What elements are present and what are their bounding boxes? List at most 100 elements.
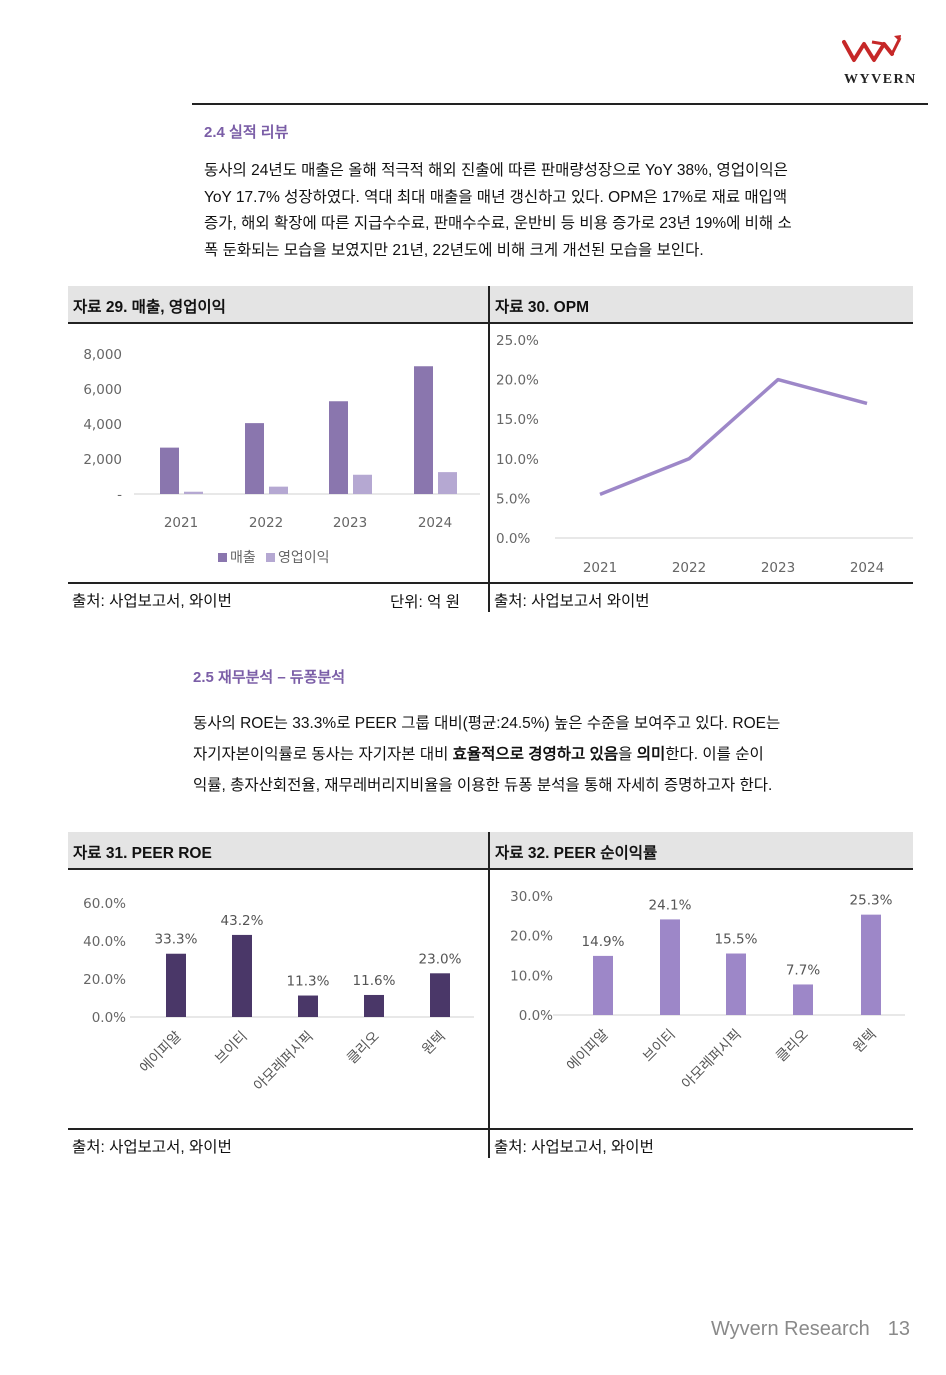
- bar-operating-profit: [269, 486, 288, 494]
- bar-sales: [160, 447, 179, 494]
- x-tick-label: 2022: [249, 515, 283, 531]
- y-tick-label: -: [117, 487, 122, 503]
- panel-29-unit: 단위: 억 원: [390, 594, 460, 611]
- y-tick-label: 0.0%: [92, 1010, 126, 1026]
- data-label: 7.7%: [786, 962, 820, 978]
- bar: [430, 973, 450, 1017]
- company-logo: WYVERN: [842, 34, 932, 94]
- footer-label: Wyvern Research: [710, 1318, 870, 1340]
- data-label: 11.3%: [287, 974, 330, 990]
- data-label: 14.9%: [582, 934, 625, 950]
- paragraph-line: 증가, 해외 확장에 따른 지급수수료, 판매수수료, 운반비 등 비용 증가로…: [204, 215, 792, 232]
- x-tick-label: 아모레퍼시픽: [679, 1027, 745, 1093]
- sales-op-chart: - 2,000 4,000 6,000 8,000 2021 2022 2023 2024 매출 영…: [83, 347, 480, 566]
- panel-30-source: 출처: 사업보고서 와이번: [494, 593, 650, 610]
- panel-29-title: 자료 29. 매출, 영업이익: [73, 299, 226, 316]
- panel-32-source: 출처: 사업보고서, 와이번: [494, 1139, 654, 1156]
- y-tick-label: 15.0%: [496, 412, 539, 428]
- y-tick-label: 6,000: [83, 382, 122, 398]
- legend-swatch-sales: [218, 553, 227, 562]
- bar: [726, 953, 746, 1015]
- paragraph-line: 동사의 ROE는 33.3%로 PEER 그룹 대비(평균:24.5%) 높은 …: [193, 715, 781, 732]
- data-label: 15.5%: [715, 932, 758, 948]
- section-2-5-text: 동사의 ROE는 33.3%로 PEER 그룹 대비(평균:24.5%) 높은 …: [193, 708, 913, 801]
- y-tick-label: 20.0%: [83, 972, 126, 988]
- bold-text: 효율적으로 경영하고 있음: [452, 746, 619, 763]
- x-tick-label: 클리오: [773, 1026, 812, 1065]
- bar-sales: [414, 366, 433, 494]
- x-tick-label: 2022: [672, 560, 706, 576]
- panel-bottom-rule: [68, 582, 913, 584]
- y-tick-label: 10.0%: [496, 452, 539, 468]
- y-tick-label: 8,000: [83, 347, 122, 363]
- data-label: 33.3%: [155, 932, 198, 948]
- text-run: 을: [618, 746, 637, 763]
- x-tick-label: 에이피알: [137, 1028, 185, 1076]
- x-tick-label: 브이티: [640, 1027, 679, 1066]
- bar: [232, 934, 252, 1017]
- bar-operating-profit: [184, 491, 203, 494]
- bar-operating-profit: [438, 472, 457, 494]
- panel-31-source: 출처: 사업보고서, 와이번: [72, 1139, 232, 1156]
- section-2-4-text: 동사의 24년도 매출은 올해 적극적 해외 진출에 따른 판매량성장으로 Yo…: [204, 158, 914, 264]
- x-tick-label: 아모레퍼시픽: [251, 1029, 317, 1095]
- panel-header-row-2: 자료 31. PEER ROE 자료 32. PEER 순이익률: [68, 832, 913, 870]
- y-tick-label: 4,000: [83, 417, 122, 433]
- peer-npm-chart: 0.0% 10.0% 20.0% 30.0% 14.9% 에이피알 24.1% 브이티 15.5…: [510, 889, 905, 1093]
- panel-bottom-rule: [68, 1128, 913, 1130]
- y-tick-label: 60.0%: [83, 896, 126, 912]
- bar: [861, 914, 881, 1015]
- y-tick-label: 5.0%: [496, 491, 530, 507]
- header-rule: [192, 103, 928, 105]
- data-label: 11.6%: [353, 973, 396, 989]
- x-tick-label: 에이피알: [564, 1026, 612, 1074]
- y-tick-label: 20.0%: [510, 929, 553, 945]
- legend-label-op: 영업이익: [278, 550, 330, 566]
- paragraph-line: 익률, 총자산회전율, 재무레버리지비율을 이용한 듀퐁 분석을 통해 자세히 …: [193, 777, 773, 794]
- panel-32-title: 자료 32. PEER 순이익률: [495, 845, 658, 862]
- panel-29-source: 출처: 사업보고서, 와이번: [72, 593, 232, 610]
- wyvern-logo-icon: [842, 35, 902, 62]
- x-tick-label: 2021: [583, 560, 617, 576]
- x-tick-label: 2021: [164, 515, 198, 531]
- bar-sales: [245, 423, 264, 494]
- bar: [593, 955, 613, 1015]
- panel-divider: [488, 286, 490, 612]
- page-number: 13: [887, 1318, 910, 1340]
- data-label: 43.2%: [221, 913, 264, 929]
- y-tick-label: 25.0%: [496, 333, 539, 349]
- y-tick-label: 10.0%: [510, 968, 553, 984]
- y-tick-label: 40.0%: [83, 934, 126, 950]
- panel-30-title: 자료 30. OPM: [495, 299, 589, 316]
- x-tick-label: 2024: [850, 560, 884, 576]
- section-title-2-5: 2.5 재무분석 – 듀퐁분석: [193, 669, 346, 686]
- x-tick-label: 브이티: [212, 1029, 251, 1068]
- bar-sales: [329, 401, 348, 494]
- y-tick-label: 20.0%: [496, 373, 539, 389]
- bar: [793, 984, 813, 1015]
- y-tick-label: 30.0%: [510, 889, 553, 905]
- bar: [660, 919, 680, 1015]
- bar-operating-profit: [353, 474, 372, 494]
- bold-text: 의미: [636, 746, 666, 763]
- y-tick-label: 0.0%: [519, 1008, 553, 1024]
- legend-label-sales: 매출: [230, 550, 256, 566]
- peer-roe-chart: 0.0% 20.0% 40.0% 60.0% 33.3% 에이피알 43.2% 브이티 11.3…: [83, 896, 474, 1095]
- x-tick-label: 2024: [418, 515, 452, 531]
- paragraph-line: YoY 17.7% 성장하였다. 역대 최대 매출을 매년 갱신하고 있다. O…: [204, 188, 788, 206]
- text-run: 자기자본이익률로 동사는 자기자본 대비: [193, 746, 453, 763]
- x-tick-label: 원텍: [419, 1029, 449, 1059]
- opm-line: [599, 377, 868, 497]
- data-label: 24.1%: [649, 897, 692, 913]
- panel-header-row-1: 자료 29. 매출, 영업이익 자료 30. OPM: [68, 286, 913, 324]
- brand-name: WYVERN: [844, 72, 917, 87]
- x-tick-label: 원텍: [850, 1027, 880, 1057]
- text-run: 한다. 이를 순이: [665, 746, 764, 763]
- panel-31-title: 자료 31. PEER ROE: [73, 845, 212, 862]
- bar: [166, 953, 186, 1017]
- opm-chart: 0.0% 5.0% 10.0% 15.0% 20.0% 25.0% 2021 2022 2023…: [496, 333, 913, 576]
- x-tick-label: 2023: [333, 515, 367, 531]
- bar: [298, 995, 318, 1017]
- bar: [364, 994, 384, 1017]
- section-title-2-4: 2.4 실적 리뷰: [204, 124, 289, 141]
